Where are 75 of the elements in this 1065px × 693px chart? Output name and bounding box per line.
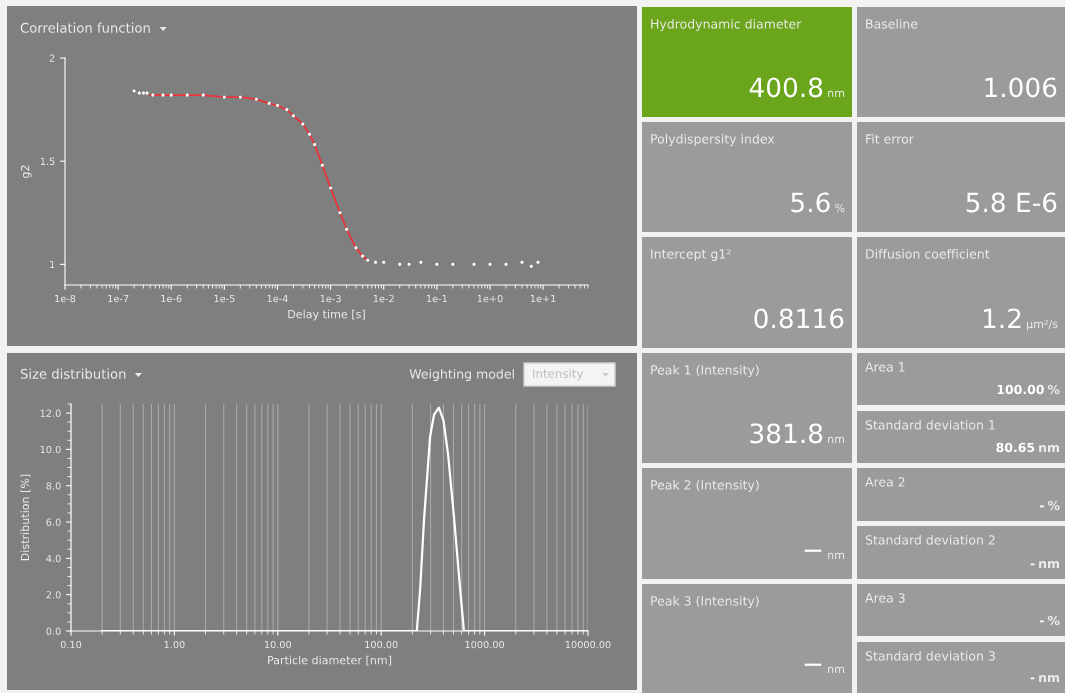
text: - (1039, 620, 1044, 623)
text: Area 3 (865, 593, 905, 603)
text: % (835, 203, 845, 213)
text: µm²/s (1027, 319, 1058, 331)
text: Hydrodynamic diameter (651, 18, 802, 32)
chart-title: Correlation function (20, 22, 150, 33)
text: Standard deviation 3 (865, 650, 995, 661)
text: Intercept g1² (651, 249, 731, 262)
text: Area 1 (865, 362, 905, 372)
y-axis-title: g2 (20, 165, 32, 178)
text: - (1039, 505, 1044, 508)
text: Peak 3 (Intensity) (651, 595, 759, 609)
x-tick-label: 1e+1 (530, 295, 556, 303)
text: nm (828, 436, 845, 443)
x-axis-title: Delay time [s] (288, 309, 365, 321)
x-axis-title: Particle diameter [nm] (268, 655, 392, 666)
text: 5.8 E-6 (966, 192, 1057, 213)
text: 5.6 (791, 192, 830, 213)
x-tick-label: 100.00 (365, 640, 398, 649)
text: Standard deviation 2 (865, 534, 995, 545)
text: Polydispersity index (651, 133, 775, 147)
y-tick-label: 10.0 (40, 445, 61, 454)
y-tick-label: 1.5 (40, 157, 55, 166)
x-tick-label: 10.00 (264, 640, 292, 649)
y-tick-label: 12.0 (40, 409, 61, 417)
text: Area 2 (865, 477, 905, 487)
y-tick-label: 2 (49, 54, 55, 62)
text: % (1047, 384, 1060, 395)
text: % (1047, 500, 1060, 511)
text: - (1030, 563, 1035, 566)
text: Baseline (866, 18, 918, 29)
text: nm (1039, 561, 1060, 568)
text: Diffusion coefficient (866, 248, 990, 259)
y-axis-title: Distribution [%] (20, 474, 31, 561)
text: 1.006 (985, 77, 1057, 98)
y-tick-label: 4.0 (46, 554, 61, 563)
y-tick-label: 2.0 (46, 591, 61, 599)
x-tick-label: 1000.00 (465, 640, 505, 649)
text: % (1047, 615, 1060, 626)
text: − (804, 663, 822, 666)
text: Fit error (866, 133, 914, 144)
text: 100.00 (997, 384, 1044, 395)
text: nm (1039, 675, 1060, 682)
text: 400.8 (749, 77, 823, 98)
text: nm (828, 552, 845, 559)
x-tick-label: 1.00 (164, 640, 185, 649)
x-tick-label: 1e-1 (427, 295, 447, 303)
text: - (1030, 677, 1035, 680)
x-tick-label: 1e-8 (55, 294, 76, 303)
chart-title: Size distribution (20, 368, 126, 379)
x-tick-label: 10000.00 (565, 640, 611, 649)
text: nm (1039, 445, 1060, 452)
text: Standard deviation 1 (865, 419, 995, 430)
text: Weighting model (409, 368, 514, 382)
text: 0.8116 (754, 308, 844, 329)
y-tick-label: 1 (50, 260, 55, 269)
text: 80.65 (996, 442, 1035, 453)
x-tick-label: 1e-5 (214, 295, 235, 303)
text: nm (828, 666, 845, 673)
x-tick-label: 1e-6 (161, 294, 182, 303)
y-tick-label: 8.0 (46, 482, 61, 490)
x-tick-label: 1e-4 (267, 295, 288, 303)
x-tick-label: 1e-7 (108, 295, 129, 303)
text: − (804, 549, 822, 552)
x-tick-label: 1e-3 (320, 294, 341, 303)
y-tick-label: 6.0 (46, 518, 61, 526)
y-tick-label: 0.0 (46, 627, 61, 635)
text: 1.2 (983, 308, 1021, 328)
text: nm (828, 90, 845, 97)
text: Peak 1 (Intensity) (651, 364, 759, 378)
x-tick-label: 0.10 (60, 640, 82, 649)
x-tick-label: 1e+0 (477, 294, 503, 303)
x-tick-label: 1e-2 (373, 294, 394, 303)
text: Peak 2 (Intensity) (651, 479, 759, 493)
text: 381.8 (750, 423, 823, 444)
